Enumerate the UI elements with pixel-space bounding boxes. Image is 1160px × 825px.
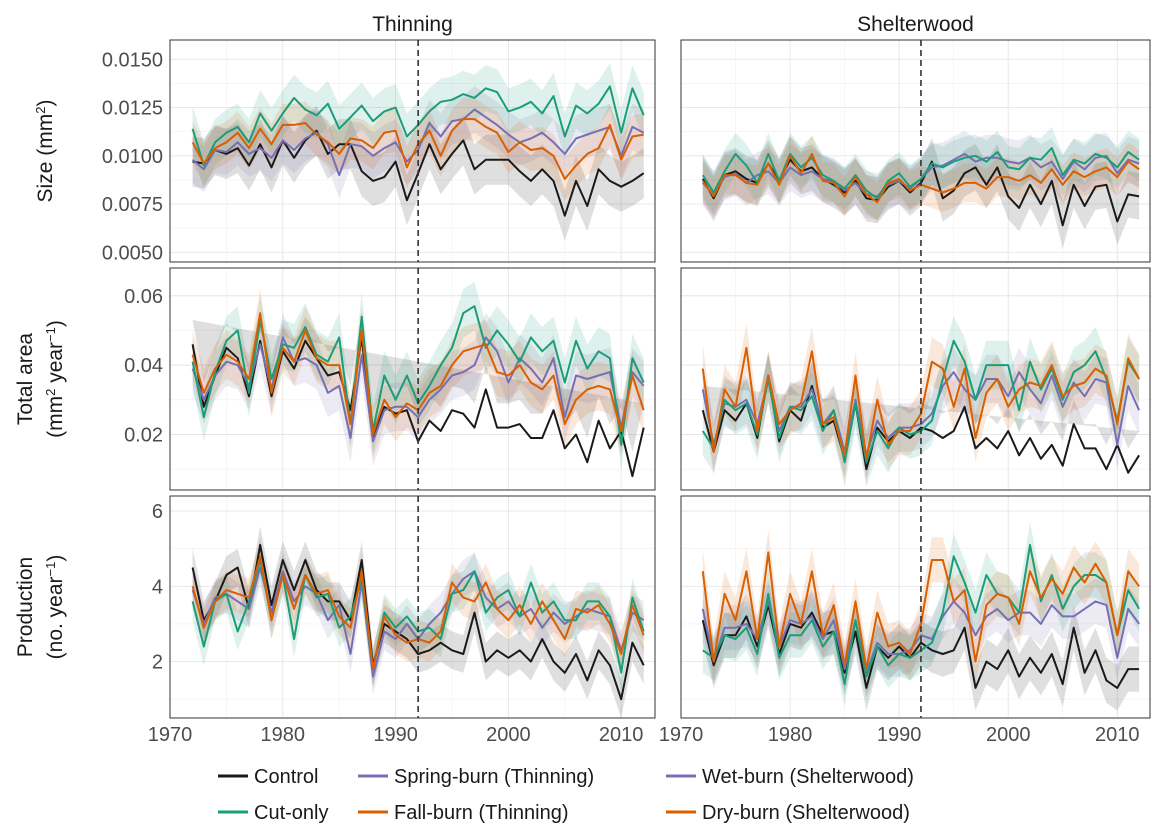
panel-production-shelterwood xyxy=(680,495,1151,719)
y-tick-label: 0.02 xyxy=(124,425,163,447)
y-axis-title-total-area-units: (mm2 year−1) xyxy=(43,320,68,438)
y-axis-title-text: Production xyxy=(14,557,37,657)
ci-band-cut-only xyxy=(702,316,1140,487)
y-axis-title-text: ) xyxy=(44,320,67,327)
ci-band-control xyxy=(702,351,1140,449)
y-axis-title-text: (no. year xyxy=(44,576,67,659)
y-axis-title-superscript: −1 xyxy=(43,327,58,342)
facet-header-thinning: Thinning xyxy=(372,13,453,36)
facet-header-shelterwood: Shelterwood xyxy=(857,13,974,36)
x-tick-label: 2000 xyxy=(986,724,1031,746)
x-tick-label: 1980 xyxy=(261,724,306,746)
panel-production-thinning xyxy=(169,495,656,719)
x-tick-label: 2000 xyxy=(486,724,531,746)
x-tick-label: 1970 xyxy=(659,724,704,746)
panel-size-thinning xyxy=(169,39,656,263)
legend-label: Wet-burn (Shelterwood) xyxy=(702,766,914,788)
legend-label: Dry-burn (Shelterwood) xyxy=(702,802,910,824)
x-tick-label: 2010 xyxy=(1095,724,1140,746)
panel-total_area-thinning xyxy=(169,267,656,491)
y-axis-title-size: Size (mm2) xyxy=(33,100,58,203)
y-tick-label: 0.0075 xyxy=(102,194,163,216)
y-tick-label: 6 xyxy=(152,501,163,523)
legend-item: Spring-burn (Thinning) xyxy=(358,766,594,788)
ci-band-spring-burn-thinning- xyxy=(192,313,644,466)
y-tick-label: 0.06 xyxy=(124,286,163,308)
series-line-control xyxy=(191,543,645,701)
y-tick-label: 0.0150 xyxy=(102,49,163,71)
legend-item: Control xyxy=(218,766,318,788)
legend-item: Cut-only xyxy=(218,802,328,824)
panel-border xyxy=(169,495,656,719)
y-axis-title-text: ) xyxy=(44,555,67,562)
panel-border xyxy=(680,267,1151,491)
legend-label: Cut-only xyxy=(254,802,328,824)
series-line-dry-burn-shelterwood- xyxy=(701,551,1140,671)
y-axis-title-text: Total area xyxy=(14,333,37,426)
series-line-spring-burn-thinning- xyxy=(191,336,645,443)
y-axis-title-total-area: Total area xyxy=(14,333,37,426)
y-tick-label: 0.04 xyxy=(124,355,163,377)
panel-border xyxy=(680,39,1151,263)
x-tick-label: 1980 xyxy=(768,724,813,746)
panels-layer xyxy=(169,39,1151,719)
legend: Control Spring-burn (Thinning) Wet-burn (S… xyxy=(218,766,914,824)
y-axis-title-production-units: (no. year−1) xyxy=(43,555,68,660)
legend-item: Wet-burn (Shelterwood) xyxy=(666,766,914,788)
legend-label: Control xyxy=(254,766,318,788)
panel-border xyxy=(169,267,656,491)
legend-item: Dry-burn (Shelterwood) xyxy=(666,802,910,824)
y-axis-title-text: (mm xyxy=(44,396,67,438)
legend-label: Spring-burn (Thinning) xyxy=(394,766,594,788)
facet-column-headers: Thinning Shelterwood xyxy=(372,13,974,36)
y-axis-title-text: ) xyxy=(34,100,57,107)
x-tick-label: 2010 xyxy=(599,724,644,746)
y-axis-title-text: year xyxy=(44,342,67,389)
legend-item: Fall-burn (Thinning) xyxy=(358,802,569,824)
y-tick-label: 0.0100 xyxy=(102,146,163,168)
y-tick-label: 4 xyxy=(152,576,163,598)
legend-label: Fall-burn (Thinning) xyxy=(394,802,569,824)
panel-total_area-shelterwood xyxy=(680,267,1151,491)
y-tick-label: 0.0125 xyxy=(102,98,163,120)
y-tick-label: 2 xyxy=(152,652,163,674)
y-axis-title-superscript: 2 xyxy=(33,107,48,114)
y-axis-title-production: Production xyxy=(14,557,37,657)
x-axis-labels: 1970 1980 1990 2000 2010 1970 1980 1990 2000 2010 xyxy=(148,724,1140,746)
panel-size-shelterwood xyxy=(680,39,1151,263)
x-tick-label: 1970 xyxy=(148,724,193,746)
y-tick-label: 0.0050 xyxy=(102,242,163,264)
x-tick-label: 1990 xyxy=(373,724,418,746)
y-axis-title-text: Size (mm xyxy=(34,114,57,203)
series-line-cut-only xyxy=(701,147,1140,200)
panel-border xyxy=(680,495,1151,719)
y-axis-title-superscript: 2 xyxy=(43,389,58,396)
y-axis-title-superscript: −1 xyxy=(43,562,58,577)
panel-border xyxy=(169,39,656,263)
x-tick-label: 1990 xyxy=(877,724,922,746)
